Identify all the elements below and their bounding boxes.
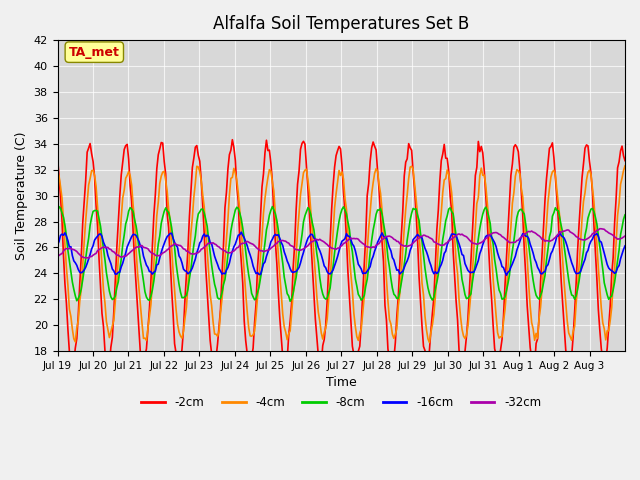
-2cm <box>54 154 61 159</box>
Title: Alfalfa Soil Temperatures Set B: Alfalfa Soil Temperatures Set B <box>213 15 469 33</box>
-8cm <box>621 212 629 218</box>
Y-axis label: Soil Temperature (C): Soil Temperature (C) <box>15 132 28 260</box>
-16cm <box>621 243 629 249</box>
-2cm <box>621 158 629 164</box>
-32cm <box>621 233 629 239</box>
Line: -16cm: -16cm <box>58 232 625 275</box>
-2cm <box>620 153 627 159</box>
Line: -4cm: -4cm <box>58 166 625 342</box>
-32cm <box>347 235 355 241</box>
-32cm <box>460 232 467 238</box>
-32cm <box>85 255 93 261</box>
-2cm <box>349 343 356 349</box>
-2cm <box>228 137 236 143</box>
-2cm <box>91 174 99 180</box>
-32cm <box>596 226 604 231</box>
Text: TA_met: TA_met <box>69 46 120 59</box>
-8cm <box>349 249 356 255</box>
-4cm <box>460 333 467 339</box>
-16cm <box>458 252 466 257</box>
-8cm <box>286 299 294 304</box>
-4cm <box>426 339 433 345</box>
-4cm <box>91 172 99 178</box>
-16cm <box>73 263 81 268</box>
-32cm <box>620 234 627 240</box>
-2cm <box>461 348 469 354</box>
-2cm <box>246 367 254 372</box>
-4cm <box>346 252 353 258</box>
-16cm <box>54 242 61 248</box>
X-axis label: Time: Time <box>326 376 356 389</box>
-32cm <box>92 251 100 256</box>
-8cm <box>73 298 81 304</box>
-8cm <box>91 208 99 214</box>
-4cm <box>544 199 552 205</box>
-8cm <box>461 292 469 298</box>
-32cm <box>73 249 81 254</box>
Line: -8cm: -8cm <box>58 206 625 301</box>
-16cm <box>91 237 99 243</box>
-16cm <box>556 229 564 235</box>
-16cm <box>502 272 510 278</box>
-8cm <box>620 216 627 222</box>
-32cm <box>54 253 61 259</box>
-16cm <box>544 262 552 267</box>
-8cm <box>545 234 553 240</box>
Line: -32cm: -32cm <box>58 228 625 258</box>
-32cm <box>544 238 552 244</box>
-16cm <box>620 247 627 252</box>
-4cm <box>73 325 81 331</box>
-16cm <box>346 233 353 239</box>
-2cm <box>73 336 81 341</box>
-4cm <box>54 169 61 175</box>
-8cm <box>54 210 61 216</box>
Line: -2cm: -2cm <box>58 140 625 370</box>
Legend: -2cm, -4cm, -8cm, -16cm, -32cm: -2cm, -4cm, -8cm, -16cm, -32cm <box>137 391 546 414</box>
-4cm <box>618 175 626 181</box>
-2cm <box>545 145 553 151</box>
-4cm <box>621 163 629 169</box>
-8cm <box>269 204 276 209</box>
